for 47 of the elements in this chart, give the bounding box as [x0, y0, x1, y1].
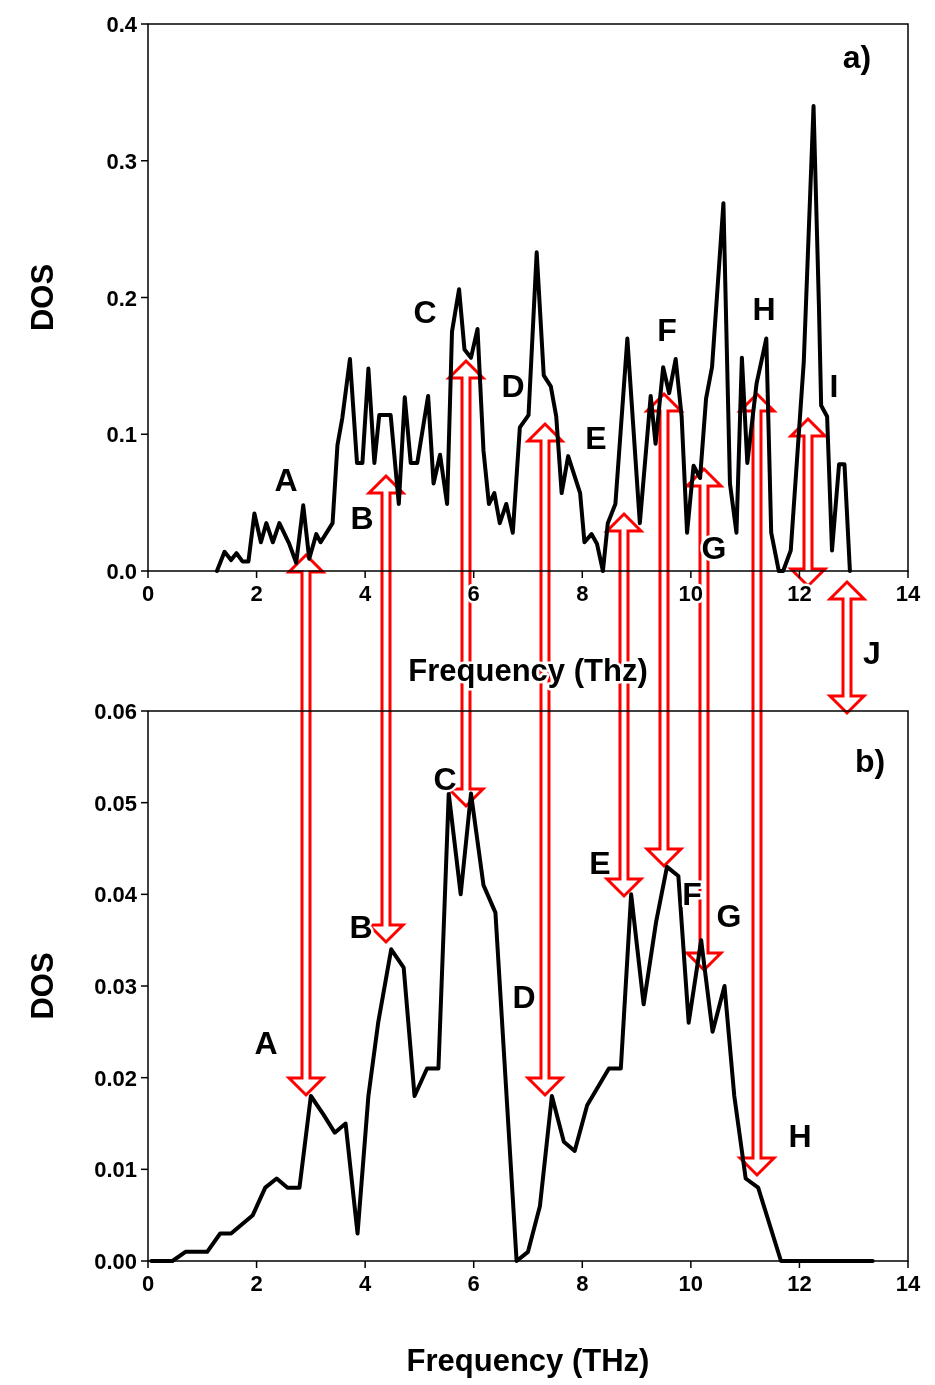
annotation: I: [829, 368, 839, 404]
annotation: b): [854, 743, 886, 779]
annotation: A: [254, 1025, 278, 1061]
y-tick-label: 0.04: [94, 882, 138, 908]
y-tick-label: 0.1: [106, 422, 137, 448]
y-tick-label: 0.01: [94, 1157, 137, 1183]
annotation: C: [433, 761, 457, 797]
x-tick-label: 4: [359, 581, 373, 606]
x-tick-label: 0: [141, 581, 155, 606]
x-tick-label: 2: [250, 1271, 263, 1296]
annotation: D: [512, 979, 536, 1015]
y-tick-label: 0.4: [106, 12, 138, 37]
y-axis-title: DOS: [25, 263, 60, 332]
annotation: G: [716, 898, 742, 934]
annotation: D: [501, 368, 525, 404]
x-tick-label: 12: [787, 1271, 812, 1296]
annotation: a): [842, 39, 872, 75]
annotation: H: [788, 1118, 812, 1154]
y-tick-label: 0.00: [94, 1249, 137, 1274]
annotation: E: [589, 845, 611, 881]
x-axis-title: Frequency (THz): [406, 1343, 650, 1378]
y-axis-title: DOS: [25, 952, 60, 1020]
text: J: [863, 635, 881, 671]
x-tick-label: 14: [895, 581, 921, 606]
annotation: B: [350, 500, 374, 536]
y-tick-label: 0.3: [106, 148, 137, 174]
x-tick-label: 10: [678, 1271, 704, 1296]
x-tick-label: 6: [467, 1271, 480, 1296]
x-tick-label: 2: [250, 581, 263, 606]
y-tick-label: 0.05: [94, 790, 137, 816]
y-tick-label: 0.0: [106, 559, 137, 584]
x-tick-label: 8: [576, 581, 589, 606]
annotation: F: [657, 312, 677, 348]
x-tick-label: 0: [141, 1271, 155, 1296]
annotation: C: [413, 294, 437, 330]
x-tick-label: 4: [359, 1271, 373, 1296]
y-tick-label: 0.02: [94, 1065, 137, 1091]
annotation: B: [349, 909, 373, 945]
x-tick-label: 8: [576, 1271, 589, 1296]
y-tick-label: 0.2: [106, 285, 137, 311]
x-tick-label: 12: [787, 581, 812, 606]
x-tick-label: 14: [895, 1271, 921, 1296]
annotation: H: [752, 291, 776, 327]
y-tick-label: 0.03: [94, 974, 137, 999]
y-tick-label: 0.06: [94, 699, 137, 724]
annotation: A: [274, 462, 298, 498]
annotation: E: [585, 420, 607, 456]
